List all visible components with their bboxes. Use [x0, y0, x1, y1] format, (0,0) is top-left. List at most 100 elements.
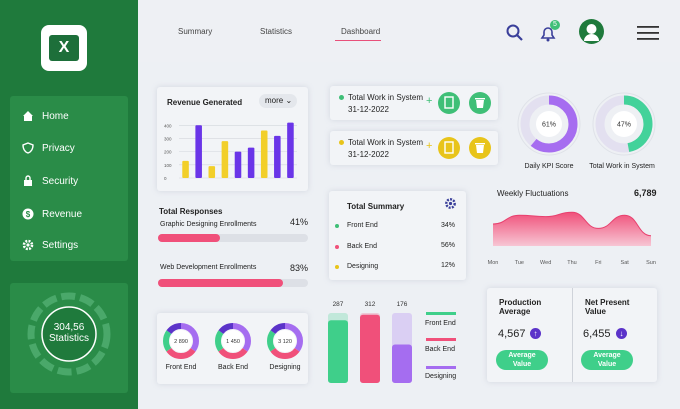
average-value-button[interactable]: Average Value: [496, 350, 548, 370]
average-value-button[interactable]: Average Value: [581, 350, 633, 370]
revenue-bar-chart: 400 300 200 100 0: [164, 122, 297, 181]
summary-value: 12%: [441, 262, 456, 269]
value-card: Production Average 4,567 ↑ Average Value…: [487, 288, 657, 382]
document-button[interactable]: [438, 137, 460, 159]
status-dot: [339, 140, 344, 145]
donut-segment: [267, 323, 303, 359]
revenue-card: Revenue Generated more ⌄ 400 300 200 100 0: [157, 87, 308, 191]
summary-label: Back End: [347, 243, 377, 250]
donut-charts: 2 890 1 450 3 120: [163, 323, 303, 359]
sidebar-item-privacy[interactable]: Privacy: [10, 135, 128, 161]
document-button[interactable]: [438, 92, 460, 114]
dollar-icon: $: [22, 208, 34, 220]
weekly-title: Weekly Fluctuations: [497, 189, 569, 198]
response-label: Graphic Designing Enrollments: [160, 221, 257, 228]
progress-fill: [158, 279, 283, 287]
work-title: Total Work in System: [348, 93, 423, 102]
weekly-value: 6,789: [634, 188, 657, 198]
production-value: 4,567: [498, 328, 526, 340]
donuts-card: 2 890 1 450 3 120 Front End Back End Desig…: [157, 313, 308, 384]
donut-center: [222, 330, 244, 352]
y-tick-label: 300: [164, 136, 172, 141]
revenue-bar: [221, 141, 229, 178]
revenue-bar: [274, 135, 281, 178]
response-label: Web Development Enrollments: [160, 264, 257, 271]
delete-button[interactable]: [469, 92, 491, 114]
active-tab-underline: [335, 40, 381, 41]
plus-icon[interactable]: +: [426, 95, 433, 107]
summary-label: Front End: [347, 222, 378, 229]
donut-segment: [267, 323, 303, 359]
divider: [572, 288, 573, 382]
x-tick-label: Sat: [621, 260, 630, 266]
summary-title: Total Summary: [347, 202, 405, 211]
svg-text:$: $: [26, 210, 31, 219]
plus-icon[interactable]: +: [426, 140, 433, 152]
weekly-line: [492, 211, 652, 237]
stat-value: 304,56: [53, 322, 85, 333]
revenue-bar: [234, 151, 242, 178]
donut-segment: [215, 323, 251, 359]
x-tick-label: Wed: [540, 260, 551, 266]
bell-icon[interactable]: [539, 24, 557, 42]
legend-dot: [335, 265, 339, 269]
production-title: Production Average: [499, 298, 542, 316]
column-value-label: 312: [365, 301, 376, 308]
sidebar-item-label: Privacy: [42, 142, 75, 154]
settings-icon[interactable]: [444, 197, 457, 210]
document-icon: [444, 141, 454, 154]
column-bar: [328, 320, 348, 383]
x-tick-label: Tue: [515, 260, 524, 266]
more-dropdown[interactable]: more ⌄: [259, 94, 297, 108]
kpi-label: Daily KPI Score: [524, 163, 574, 170]
top-bar: Summary Statistics Dashboard 5: [138, 0, 680, 62]
donut-segment: [215, 323, 251, 359]
revenue-bar: [195, 125, 202, 178]
work-card-green: Total Work in System 31-12-2022 +: [330, 86, 498, 120]
tab-statistics[interactable]: Statistics: [260, 27, 293, 36]
statistics-gauge: [27, 292, 111, 376]
tab-summary[interactable]: Summary: [178, 27, 213, 36]
tab-dashboard[interactable]: Dashboard: [341, 27, 381, 36]
home-icon: [23, 111, 33, 121]
stat-label: Statistics: [48, 333, 89, 344]
y-tick-label: 100: [164, 163, 172, 168]
legend-swatch: [426, 338, 456, 341]
weekly-area-chart: Mon Tue Wed Thu Fri Sat Sun: [488, 211, 656, 266]
sidebar-item-revenue[interactable]: $ Revenue: [10, 201, 128, 227]
menu-icon[interactable]: [637, 25, 659, 41]
sidebar-item-security[interactable]: Security: [10, 168, 128, 194]
statistics-widget: 304,56 Statistics: [10, 283, 128, 393]
revenue-title: Revenue Generated: [167, 98, 243, 107]
npv-title: Net Present Value: [585, 298, 630, 316]
donut-value: 1 450: [226, 339, 240, 345]
trash-icon: [475, 98, 485, 108]
notification-badge: 5: [550, 20, 560, 30]
excel-logo: X: [41, 25, 87, 71]
donut-segment: [163, 323, 199, 359]
avatar[interactable]: [579, 19, 604, 44]
delete-button[interactable]: [469, 137, 491, 159]
legend-swatch: [426, 366, 456, 369]
legend-label: Front End: [425, 320, 456, 327]
sidebar-item-home[interactable]: Home: [10, 103, 128, 129]
sidebar-item-label: Settings: [42, 239, 79, 251]
donut-label: Back End: [218, 364, 248, 371]
revenue-bar: [260, 130, 268, 178]
kpi-rings: 61% 47%: [517, 92, 656, 156]
search-icon[interactable]: [506, 24, 524, 42]
work-date: 31-12-2022: [348, 150, 389, 159]
x-tick-label: Sun: [646, 260, 656, 266]
x-tick-label: Mon: [488, 260, 499, 266]
work-date: 31-12-2022: [348, 105, 389, 114]
response-percent: 83%: [290, 263, 309, 273]
sidebar-item-settings[interactable]: Settings: [10, 232, 128, 258]
user-icon: [584, 24, 599, 41]
x-tick-label: Fri: [595, 260, 601, 266]
work-card-yellow: Total Work in System 31-12-2022 +: [330, 131, 498, 165]
response-percent: 41%: [290, 217, 309, 227]
y-tick-label: 200: [164, 150, 172, 155]
kpi-label: Total Work in System: [589, 163, 655, 170]
donut-label: Designing: [269, 364, 301, 371]
kpi-ring-fill: [520, 95, 578, 153]
